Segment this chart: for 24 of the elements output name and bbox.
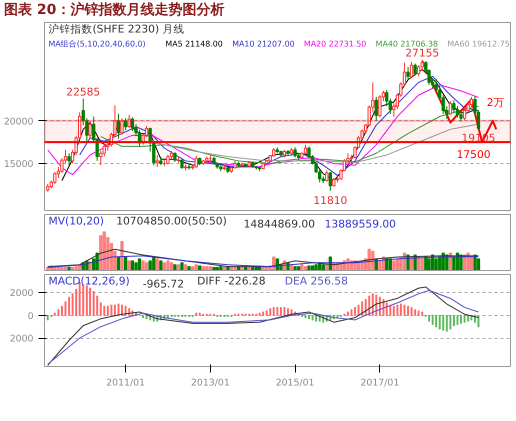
x-tick-label: 2013/01	[191, 378, 230, 388]
y-tick-label: 0	[28, 310, 34, 322]
y-tick-label: 2000	[10, 334, 34, 345]
y-tick-label: 2000	[10, 288, 34, 300]
x-tick-label: 2017/01	[360, 378, 400, 388]
annotation: -965.72	[142, 278, 184, 290]
text: 13889559.00	[324, 218, 396, 230]
band-label: 2万	[486, 96, 504, 109]
text: DIFF -226.28	[197, 274, 266, 288]
y-tick-label: 20000	[4, 116, 34, 128]
x-tick-label: 2015/01	[276, 378, 315, 388]
ref-line-label: 17500	[456, 148, 491, 162]
chart-subtitle: 沪锌指数(SHFE 2230) 月线	[48, 22, 185, 36]
chart-title: 图表 20：沪锌指数月线走势图分析	[4, 0, 224, 20]
annotation: 11810	[313, 194, 348, 207]
x-tick-label: 2011/01	[106, 378, 146, 388]
chart-subtitle: MACD(12,26,9)	[48, 274, 130, 288]
text: 14844869.00	[244, 218, 316, 230]
text: DEA 256.58	[284, 274, 348, 288]
y-tick-label: 15000	[4, 159, 34, 170]
annotation: 22585	[66, 86, 100, 99]
chart-subtitle: MV(10,20)	[48, 214, 104, 228]
annotation: 27155	[405, 46, 440, 60]
text: 10704850.00(50:50)	[116, 214, 227, 228]
